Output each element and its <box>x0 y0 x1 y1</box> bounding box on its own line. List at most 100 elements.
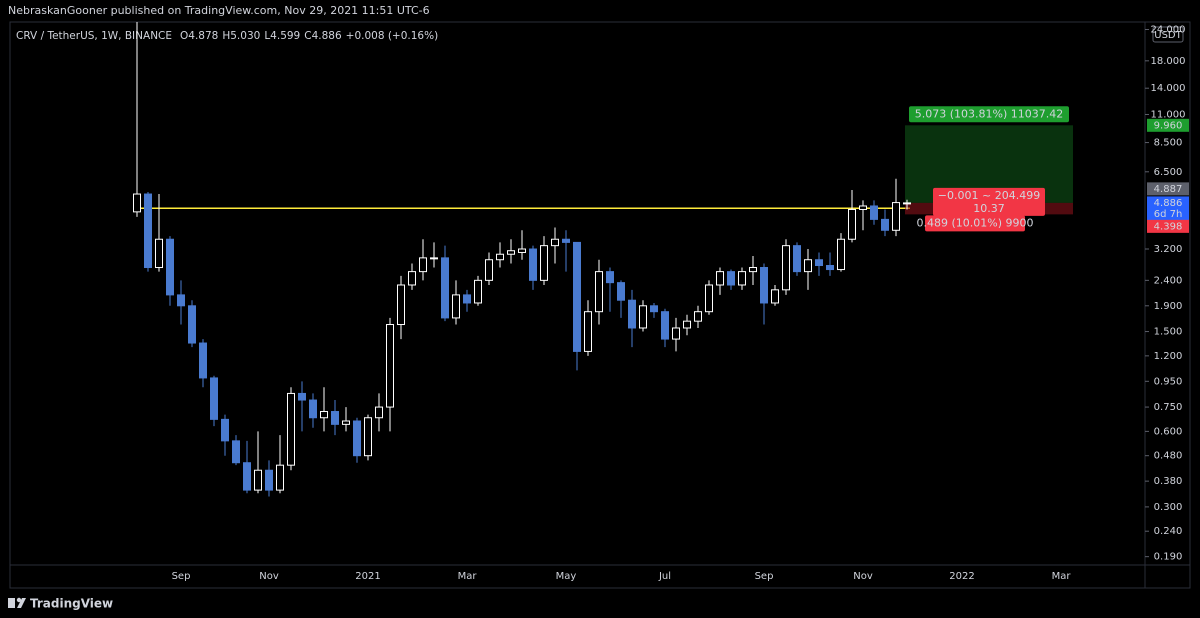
candle-body <box>815 259 823 267</box>
candle-body <box>364 417 372 457</box>
y-tick-label: 0.950 <box>1154 376 1183 387</box>
candle-body <box>573 241 581 352</box>
candle-body <box>419 257 427 273</box>
candle-body <box>903 202 911 205</box>
candle-body <box>683 320 691 329</box>
candle-body <box>496 253 504 261</box>
candle-body <box>672 327 680 340</box>
candle-body <box>694 311 702 322</box>
candle-body <box>474 279 482 304</box>
frame <box>9 21 1191 589</box>
candle-body <box>617 282 625 301</box>
stop-label: 0.489 (10.01%) 9900 <box>916 216 1033 229</box>
candle-body <box>320 411 328 419</box>
candle-body <box>188 305 196 344</box>
y-tick-label: 6.500 <box>1154 167 1183 178</box>
ohlc-value: 5.030 <box>230 30 260 42</box>
candle-body <box>650 305 658 313</box>
candle-body <box>793 245 801 273</box>
y-tick-label: 0.190 <box>1154 552 1183 563</box>
y-tick-label: 0.480 <box>1154 451 1183 462</box>
x-tick-label: Mar <box>458 571 478 582</box>
candle-body <box>298 392 306 401</box>
price-label: 4.886 <box>1154 198 1183 209</box>
candle-body <box>507 250 515 255</box>
y-tick-label: 1.900 <box>1154 301 1183 312</box>
candle-body <box>309 399 317 419</box>
candle-body <box>342 420 350 425</box>
candle-body <box>430 257 438 260</box>
x-tick-label: Nov <box>853 571 873 582</box>
y-tick-label: 0.380 <box>1154 476 1183 487</box>
candle-body <box>232 440 240 464</box>
candle-body <box>826 265 834 271</box>
candle-body <box>518 248 526 253</box>
candle-body <box>441 257 449 319</box>
x-tick-label: 2022 <box>949 571 974 582</box>
symbol: CRV / TetherUS, 1W, BINANCE <box>16 30 172 42</box>
price-label-box <box>1147 196 1189 221</box>
plot <box>133 22 1073 497</box>
ohlc-key: H <box>222 30 230 42</box>
currency-box <box>1152 26 1184 43</box>
candle-body <box>705 284 713 313</box>
price-label: 4.887 <box>1154 184 1183 195</box>
entry-box <box>933 187 1045 216</box>
candle-body <box>848 208 856 240</box>
candle-body <box>221 418 229 442</box>
ohlc-value: 4.599 <box>270 30 300 42</box>
candle-body <box>155 238 163 269</box>
candle-body <box>265 469 273 491</box>
candle-body <box>375 406 383 419</box>
candle-body <box>727 271 735 286</box>
y-tick-label: 8.500 <box>1154 138 1183 149</box>
entry-label: −0.001 ~ 204.499 <box>938 189 1040 202</box>
candle-body <box>870 205 878 220</box>
y-tick-label: 0.300 <box>1154 502 1183 513</box>
x-tick-label: Sep <box>755 571 774 582</box>
change: +0.008 (+0.16%) <box>346 30 439 42</box>
candle-body <box>452 294 460 319</box>
candle-body <box>276 464 284 491</box>
candle-body <box>716 271 724 286</box>
candle-body <box>331 411 339 425</box>
y-tick-label: 24.000 <box>1151 24 1186 35</box>
candle-body <box>166 238 174 296</box>
candle-body <box>584 311 592 352</box>
candle-body <box>859 205 867 210</box>
candle-body <box>595 271 603 313</box>
candle-body <box>881 218 889 231</box>
candle-body <box>562 238 570 243</box>
x-tick-label: 2021 <box>355 571 380 582</box>
y-tick-label: 0.600 <box>1154 426 1183 437</box>
y-tick-label: 11.000 <box>1151 109 1186 120</box>
price-axis: USDT 24.000 18.000 14.000 11.000 8.500 6.500 3… <box>1145 24 1189 563</box>
candle-body <box>397 284 405 326</box>
candle-body <box>760 267 768 304</box>
candle-body <box>749 267 757 273</box>
target-label-box <box>909 106 1069 123</box>
y-tick-label: 18.000 <box>1151 56 1186 67</box>
price-label-countdown: 6d 7h <box>1154 209 1183 220</box>
ohlc-key: L <box>264 30 270 42</box>
candle-body <box>177 294 185 307</box>
candle-body <box>408 271 416 286</box>
ohlc-value: 4.886 <box>312 30 342 42</box>
price-label: 4.398 <box>1154 221 1183 232</box>
x-tick-label: Jul <box>658 571 671 582</box>
y-tick-label: 14.000 <box>1151 83 1186 94</box>
ohlc-key: O <box>180 30 188 42</box>
candle-body <box>661 311 669 340</box>
candle-body <box>463 294 471 304</box>
ohlc-value: 4.878 <box>188 30 218 42</box>
entry-sub: 10.37 <box>973 202 1005 215</box>
candle-body <box>892 202 900 231</box>
y-tick-label: 2.400 <box>1154 275 1183 286</box>
y-tick-label: 3.200 <box>1154 244 1183 255</box>
candle-body <box>551 238 559 247</box>
x-tick-label: Mar <box>1052 571 1072 582</box>
candle-body <box>254 469 262 491</box>
y-tick-label: 1.500 <box>1154 327 1183 338</box>
candle-body <box>287 392 295 466</box>
